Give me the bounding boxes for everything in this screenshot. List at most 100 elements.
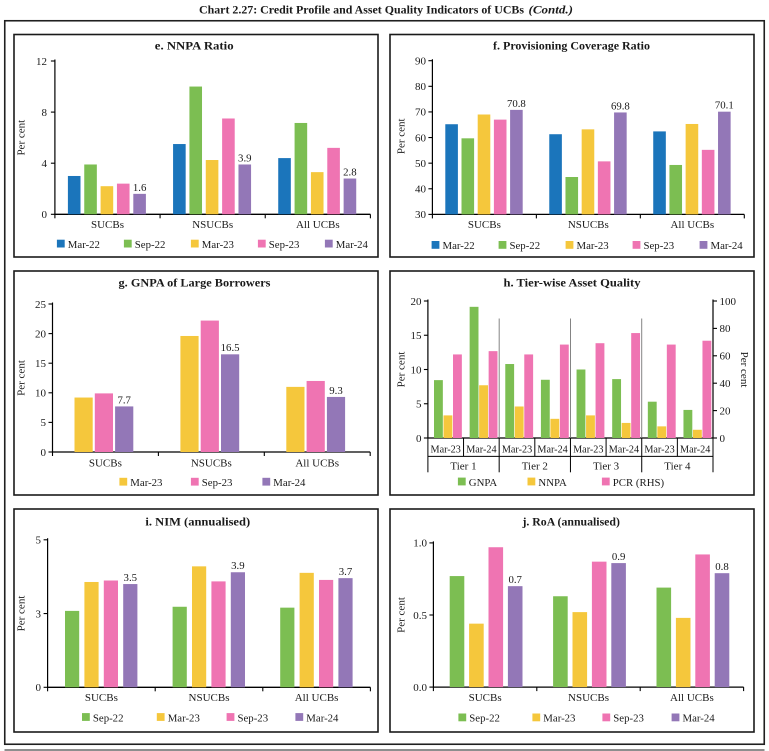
svg-text:SUCBs: SUCBs xyxy=(89,458,122,470)
svg-text:7.7: 7.7 xyxy=(117,394,131,406)
svg-text:Mar-24: Mar-24 xyxy=(683,713,716,725)
svg-text:10: 10 xyxy=(35,388,47,400)
svg-text:Mar-23: Mar-23 xyxy=(168,712,200,724)
svg-text:3.9: 3.9 xyxy=(238,152,252,164)
svg-text:Mar-24: Mar-24 xyxy=(336,239,369,251)
svg-text:Sep-23: Sep-23 xyxy=(269,239,300,251)
svg-text:0.9: 0.9 xyxy=(612,551,626,563)
svg-text:100: 100 xyxy=(720,296,737,308)
svg-text:90: 90 xyxy=(415,56,427,68)
svg-text:SUCBs: SUCBs xyxy=(91,219,124,231)
svg-text:Sep-22: Sep-22 xyxy=(93,712,124,724)
svg-text:Mar-23: Mar-23 xyxy=(502,445,532,456)
svg-text:NSUCBs: NSUCBs xyxy=(192,219,233,231)
svg-text:Tier 1: Tier 1 xyxy=(450,461,476,473)
svg-text:All UCBs: All UCBs xyxy=(670,692,714,704)
svg-text:2.8: 2.8 xyxy=(343,166,357,178)
svg-text:Per cent: Per cent xyxy=(16,120,28,156)
svg-text:80: 80 xyxy=(415,81,427,93)
svg-text:5: 5 xyxy=(416,399,422,411)
svg-text:4: 4 xyxy=(42,158,48,170)
svg-text:Sep-23: Sep-23 xyxy=(238,712,269,724)
svg-text:0: 0 xyxy=(416,433,422,445)
svg-text:12: 12 xyxy=(36,56,47,68)
svg-text:70: 70 xyxy=(415,107,427,119)
svg-text:Mar-24: Mar-24 xyxy=(273,477,306,489)
svg-text:NSUCBs: NSUCBs xyxy=(568,692,609,704)
svg-text:Mar-24: Mar-24 xyxy=(609,445,639,456)
svg-text:Mar-23: Mar-23 xyxy=(644,445,674,456)
svg-text:Mar-24: Mar-24 xyxy=(306,712,339,724)
svg-text:9.3: 9.3 xyxy=(329,385,343,397)
svg-text:15: 15 xyxy=(411,330,423,342)
svg-text:0: 0 xyxy=(36,682,42,694)
svg-text:0: 0 xyxy=(720,433,726,445)
svg-text:3.9: 3.9 xyxy=(231,560,245,572)
svg-text:69.8: 69.8 xyxy=(611,100,630,112)
svg-text:All UCBs: All UCBs xyxy=(295,458,339,470)
svg-text:1.0: 1.0 xyxy=(413,538,427,550)
svg-text:30: 30 xyxy=(415,209,427,221)
svg-text:Mar-23: Mar-23 xyxy=(130,477,162,489)
svg-text:(Contd.): (Contd.) xyxy=(529,3,574,17)
svg-text:Per cent: Per cent xyxy=(396,118,408,154)
svg-text:5: 5 xyxy=(36,535,42,547)
svg-text:Sep-23: Sep-23 xyxy=(644,240,675,252)
svg-text:Mar-22: Mar-22 xyxy=(443,240,475,252)
svg-text:Mar-24: Mar-24 xyxy=(537,445,567,456)
svg-text:15: 15 xyxy=(35,358,47,370)
svg-text:0.0: 0.0 xyxy=(413,682,427,694)
svg-text:Tier 2: Tier 2 xyxy=(522,461,548,473)
svg-text:10: 10 xyxy=(411,364,423,376)
svg-text:Per cent: Per cent xyxy=(738,352,750,388)
svg-text:Mar-22: Mar-22 xyxy=(68,239,100,251)
svg-text:Mar-24: Mar-24 xyxy=(466,445,496,456)
svg-text:Per cent: Per cent xyxy=(396,352,408,388)
svg-text:Per cent: Per cent xyxy=(16,360,28,396)
svg-text:70.1: 70.1 xyxy=(715,100,734,112)
svg-text:0: 0 xyxy=(42,209,48,221)
svg-text:Tier 3: Tier 3 xyxy=(593,461,620,473)
svg-text:NSUCBs: NSUCBs xyxy=(189,692,230,704)
svg-text:GNPA: GNPA xyxy=(469,477,498,489)
svg-text:e. NNPA Ratio: e. NNPA Ratio xyxy=(155,39,234,53)
svg-text:40: 40 xyxy=(415,184,427,196)
svg-text:80: 80 xyxy=(720,323,732,335)
svg-text:3: 3 xyxy=(36,608,42,620)
svg-text:Mar-24: Mar-24 xyxy=(680,445,710,456)
svg-text:20: 20 xyxy=(35,328,47,340)
svg-text:Mar-23: Mar-23 xyxy=(543,713,575,725)
svg-text:16.5: 16.5 xyxy=(221,342,240,354)
svg-text:60: 60 xyxy=(415,132,427,144)
svg-text:Sep-22: Sep-22 xyxy=(510,240,541,252)
svg-text:Chart 2.27: Credit Profile and: Chart 2.27: Credit Profile and Asset Qua… xyxy=(199,3,524,17)
svg-text:50: 50 xyxy=(415,158,427,170)
svg-text:j. RoA (annualised): j. RoA (annualised) xyxy=(521,514,619,528)
svg-text:1.6: 1.6 xyxy=(133,182,147,194)
svg-text:25: 25 xyxy=(35,299,47,311)
svg-text:SUCBs: SUCBs xyxy=(85,692,118,704)
svg-text:All UCBs: All UCBs xyxy=(670,219,714,231)
svg-text:NSUCBs: NSUCBs xyxy=(568,219,609,231)
svg-text:Sep-22: Sep-22 xyxy=(135,239,166,251)
svg-text:NSUCBs: NSUCBs xyxy=(191,458,232,470)
svg-text:Per cent: Per cent xyxy=(396,597,408,633)
svg-text:40: 40 xyxy=(720,378,732,390)
svg-text:70.8: 70.8 xyxy=(507,98,526,110)
svg-text:g. GNPA of Large Borrowers: g. GNPA of Large Borrowers xyxy=(119,276,271,290)
svg-text:0.8: 0.8 xyxy=(715,561,729,573)
svg-text:Sep-22: Sep-22 xyxy=(469,713,500,725)
svg-text:20: 20 xyxy=(720,405,732,417)
svg-text:Sep-23: Sep-23 xyxy=(613,713,644,725)
svg-text:All UCBs: All UCBs xyxy=(295,692,339,704)
svg-text:3.5: 3.5 xyxy=(124,572,138,584)
svg-text:Mar-23: Mar-23 xyxy=(577,240,609,252)
svg-text:SUCBs: SUCBs xyxy=(468,219,501,231)
svg-text:8: 8 xyxy=(42,107,48,119)
svg-text:Mar-23: Mar-23 xyxy=(431,445,461,456)
svg-text:Per cent: Per cent xyxy=(16,596,28,632)
svg-text:Tier 4: Tier 4 xyxy=(664,461,691,473)
svg-text:Mar-23: Mar-23 xyxy=(202,239,234,251)
svg-text:f. Provisioning Coverage Ratio: f. Provisioning Coverage Ratio xyxy=(493,39,650,53)
svg-text:All UCBs: All UCBs xyxy=(296,219,340,231)
